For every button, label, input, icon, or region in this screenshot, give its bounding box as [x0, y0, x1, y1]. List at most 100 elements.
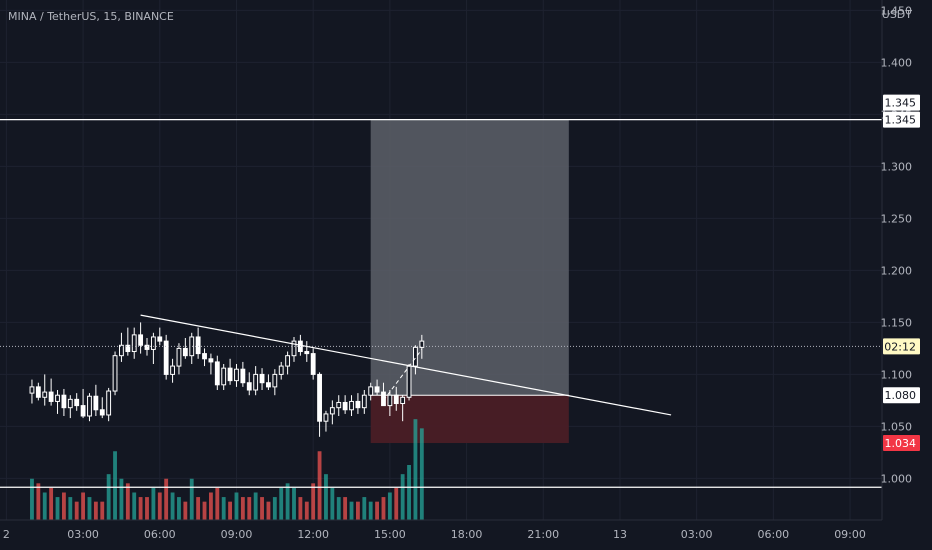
- candle-body-57: [393, 394, 399, 405]
- symbol-title[interactable]: MINA / TetherUS, 15, BINANCE: [8, 10, 174, 23]
- volume-bar-40: [285, 483, 290, 520]
- price-label-bg-extra: [883, 94, 920, 111]
- price-label-bg-2: [883, 387, 920, 404]
- candle-body-35: [253, 373, 259, 391]
- candle-body-43: [304, 351, 310, 355]
- volume-bar-43: [304, 501, 309, 520]
- volume-bar-5: [61, 492, 66, 520]
- x-tick-label-8: 13: [613, 528, 627, 541]
- currency-label: USDT: [882, 8, 913, 21]
- price-label-bg-0: [883, 111, 920, 128]
- candle-body-49: [342, 401, 348, 411]
- candle-body-54: [374, 386, 380, 393]
- x-tick-label-9: 03:00: [681, 528, 713, 541]
- x-tick-label-10: 06:00: [757, 528, 789, 541]
- time-axis[interactable]: [0, 520, 932, 550]
- candle-body-2: [42, 391, 48, 398]
- candle-body-24: [182, 347, 188, 357]
- volume-bar-36: [260, 497, 264, 520]
- trendline: [140, 314, 672, 416]
- candle-body-48: [336, 401, 342, 409]
- price-label-bg-1: [883, 338, 920, 355]
- y-tick-label-9: 1.000: [881, 472, 913, 485]
- x-tick-label-6: 18:00: [451, 528, 483, 541]
- volume-bar-9: [87, 497, 92, 520]
- candle-body-23: [176, 347, 182, 367]
- candle-body-38: [272, 373, 278, 388]
- volume-bar-13: [113, 451, 117, 520]
- candle-body-21: [163, 340, 169, 375]
- candle-body-51: [355, 400, 361, 409]
- price-label-bg-3: [883, 435, 920, 452]
- candle-body-16: [131, 334, 137, 353]
- candle-body-22: [170, 365, 175, 375]
- volume-bar-3: [49, 487, 54, 520]
- volume-bar-58: [400, 474, 405, 520]
- candle-body-20: [157, 336, 163, 342]
- volume-bar-26: [196, 497, 201, 520]
- grid: [0, 0, 882, 520]
- candle-body-52: [361, 394, 367, 409]
- volume-bars: [30, 419, 424, 520]
- candle-body-10: [93, 395, 99, 411]
- y-tick-label-8: 1.050: [881, 420, 913, 433]
- volume-bar-24: [183, 501, 188, 520]
- volume-bar-21: [164, 478, 169, 520]
- volume-bar-60: [413, 419, 418, 520]
- y-tick-label-5: 1.200: [881, 264, 913, 277]
- x-tick-label-0: 2: [3, 528, 10, 541]
- drawings[interactable]: [0, 118, 882, 488]
- volume-bar-37: [266, 501, 271, 520]
- y-tick-label-7: 1.100: [881, 368, 913, 381]
- price-label-3: 1.034: [885, 437, 917, 450]
- projection-dashed-line: [383, 349, 423, 401]
- volume-bar-15: [125, 483, 130, 520]
- price-axis[interactable]: [882, 0, 932, 520]
- volume-bar-41: [292, 487, 296, 520]
- price-label-0: 1.345: [885, 114, 917, 127]
- volume-bar-61: [419, 428, 424, 520]
- volume-bar-45: [317, 451, 322, 520]
- volume-bar-18: [145, 497, 149, 520]
- candle-body-4: [55, 394, 60, 402]
- volume-bar-48: [336, 497, 341, 520]
- volume-bar-47: [330, 487, 335, 520]
- candle-body-50: [349, 400, 354, 411]
- candle-body-36: [259, 373, 265, 384]
- volume-bar-42: [298, 497, 303, 520]
- candle-body-28: [208, 358, 214, 363]
- target-zone: [370, 119, 569, 396]
- volume-bar-35: [253, 492, 258, 520]
- volume-bar-39: [279, 487, 284, 520]
- candle-body-18: [144, 344, 150, 350]
- candle-body-13: [112, 355, 118, 392]
- volume-bar-49: [343, 497, 348, 520]
- candle-body-37: [266, 382, 271, 388]
- candle-body-33: [240, 368, 246, 384]
- volume-bar-57: [394, 487, 399, 520]
- volume-bar-38: [272, 497, 277, 520]
- candle-body-26: [195, 336, 201, 355]
- candle-body-46: [323, 413, 329, 422]
- candle-body-6: [67, 398, 73, 409]
- position-zones: [370, 119, 569, 444]
- volume-bar-56: [387, 492, 392, 520]
- volume-bar-2: [42, 492, 47, 520]
- volume-bar-50: [349, 501, 354, 520]
- candle-body-34: [246, 382, 252, 391]
- volume-bar-10: [93, 501, 98, 520]
- candle-body-30: [221, 367, 227, 386]
- candle-body-17: [138, 334, 144, 346]
- time-axis-ticks: 2 03:00 06:00 09:00 12:00 15:00 18:00 21:00 13 03…: [3, 528, 866, 541]
- volume-bar-20: [157, 492, 162, 520]
- candle-body-9: [87, 395, 92, 417]
- y-tick-label-6: 1.150: [881, 316, 913, 329]
- volume-bar-12: [106, 474, 111, 520]
- volume-bar-8: [81, 492, 86, 520]
- volume-bar-51: [355, 501, 360, 520]
- candle-body-0: [29, 386, 35, 394]
- x-tick-label-11: 09:00: [834, 528, 866, 541]
- candle-body-3: [48, 391, 54, 402]
- candle-body-61: [419, 340, 425, 348]
